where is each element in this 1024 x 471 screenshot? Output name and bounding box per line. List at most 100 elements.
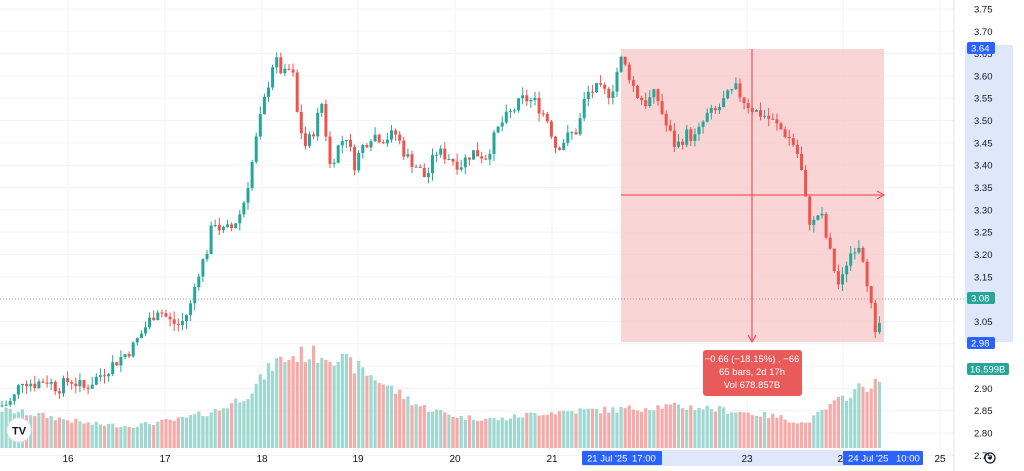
candle-body [824,213,828,238]
volume-bar [660,408,664,448]
volume-bar [70,422,74,448]
candle-body [660,101,664,114]
candle-body [869,286,873,303]
candle-body [496,126,500,133]
volume-bar [78,421,82,448]
volume-bar [537,415,541,448]
volume-bar [94,421,98,448]
candle-body [287,68,291,70]
volume-bar [172,420,176,448]
volume-bar [164,419,168,448]
candle-body [25,383,29,387]
volume-bar [525,412,529,448]
volume-bar [726,413,730,448]
range-start-date: 21 Jul '25 [587,454,627,465]
price-tag-current: 3.08 [967,292,995,305]
candle-body [472,150,475,160]
candle-body [787,136,791,139]
volume-bar [553,414,558,448]
volume-bar [832,400,836,448]
x-tick-label: 21 [546,454,558,465]
volume-bar [201,416,205,448]
candle-body [808,196,812,225]
candle-body [812,219,816,225]
volume-bar [123,425,127,448]
volume-bar [299,346,303,448]
candle-body [66,378,70,383]
volume-bar [476,421,480,448]
volume-bar [582,409,586,448]
volume-bar [82,423,86,448]
volume-bar [102,425,107,448]
settings-gear-icon[interactable] [984,452,996,464]
volume-bar [521,417,525,448]
candle-body [312,134,316,137]
candle-body [221,227,225,231]
y-tick-label: 3.20 [974,250,993,261]
measure-down-arrowhead [747,334,757,344]
volume-bar [90,424,94,448]
volume-bar [480,420,484,448]
candle-body [234,223,238,229]
x-tick-label: 16 [62,454,74,465]
y-tick-label: 3.50 [974,116,993,127]
volume-bar [574,413,578,448]
candle-body [176,323,180,326]
volume-bar [599,413,603,448]
volume-bar [180,416,184,448]
candle-body [554,136,557,148]
volume-bar [578,408,582,448]
y-tick-label: 2.85 [974,406,993,417]
candle-body [718,107,721,111]
volume-bar [328,362,332,448]
candle-body [299,111,303,134]
candle-body [873,302,877,333]
tradingview-logo[interactable]: TV [6,417,32,443]
volume-bar [340,353,344,448]
candle-body [45,382,49,384]
candle-body [242,202,246,215]
volume-bar [808,422,812,448]
volume-bar [672,402,676,448]
volume-bar [217,410,221,448]
candle-body [570,132,574,134]
volume-bar [705,405,709,448]
candle-body [545,113,549,122]
candle-body [74,383,78,387]
volume-bar [619,406,623,448]
volume-bar [348,357,353,448]
volume-bar [590,408,594,448]
candle-body [664,113,668,126]
candle-body [467,157,471,160]
y-tick-label: 3.15 [974,272,993,283]
candle-body [861,247,865,262]
candle-body [135,338,139,343]
candle-body [836,271,840,285]
volume-bar [139,423,143,448]
volume-bar [152,425,156,448]
volume-bar [189,415,193,448]
candle-body [398,134,402,141]
candle-body [656,89,660,102]
price-tag-high: 3.64 [967,42,995,55]
volume-bar [127,426,131,448]
volume-bar [53,420,57,448]
measure-info-box: −0.66 (−18.15%) , −66 65 bars, 2d 17h Vo… [703,350,802,396]
x-tick-label: 19 [352,454,364,465]
y-tick-label: 3.70 [974,27,993,38]
candle-body [115,362,119,366]
candle-body [689,129,693,141]
candle-body [349,139,352,147]
candle-body [541,113,545,115]
volume-bar [652,410,656,448]
volume-bar [742,412,746,448]
volume-bar [291,356,295,448]
volume-bar [160,419,164,448]
candle-body [361,144,365,153]
candle-body [0,405,4,407]
volume-bar [119,427,123,448]
volume-bar [816,411,820,448]
measure-volume-text: Vol 678.857B [724,380,781,391]
candle-body [488,153,492,160]
